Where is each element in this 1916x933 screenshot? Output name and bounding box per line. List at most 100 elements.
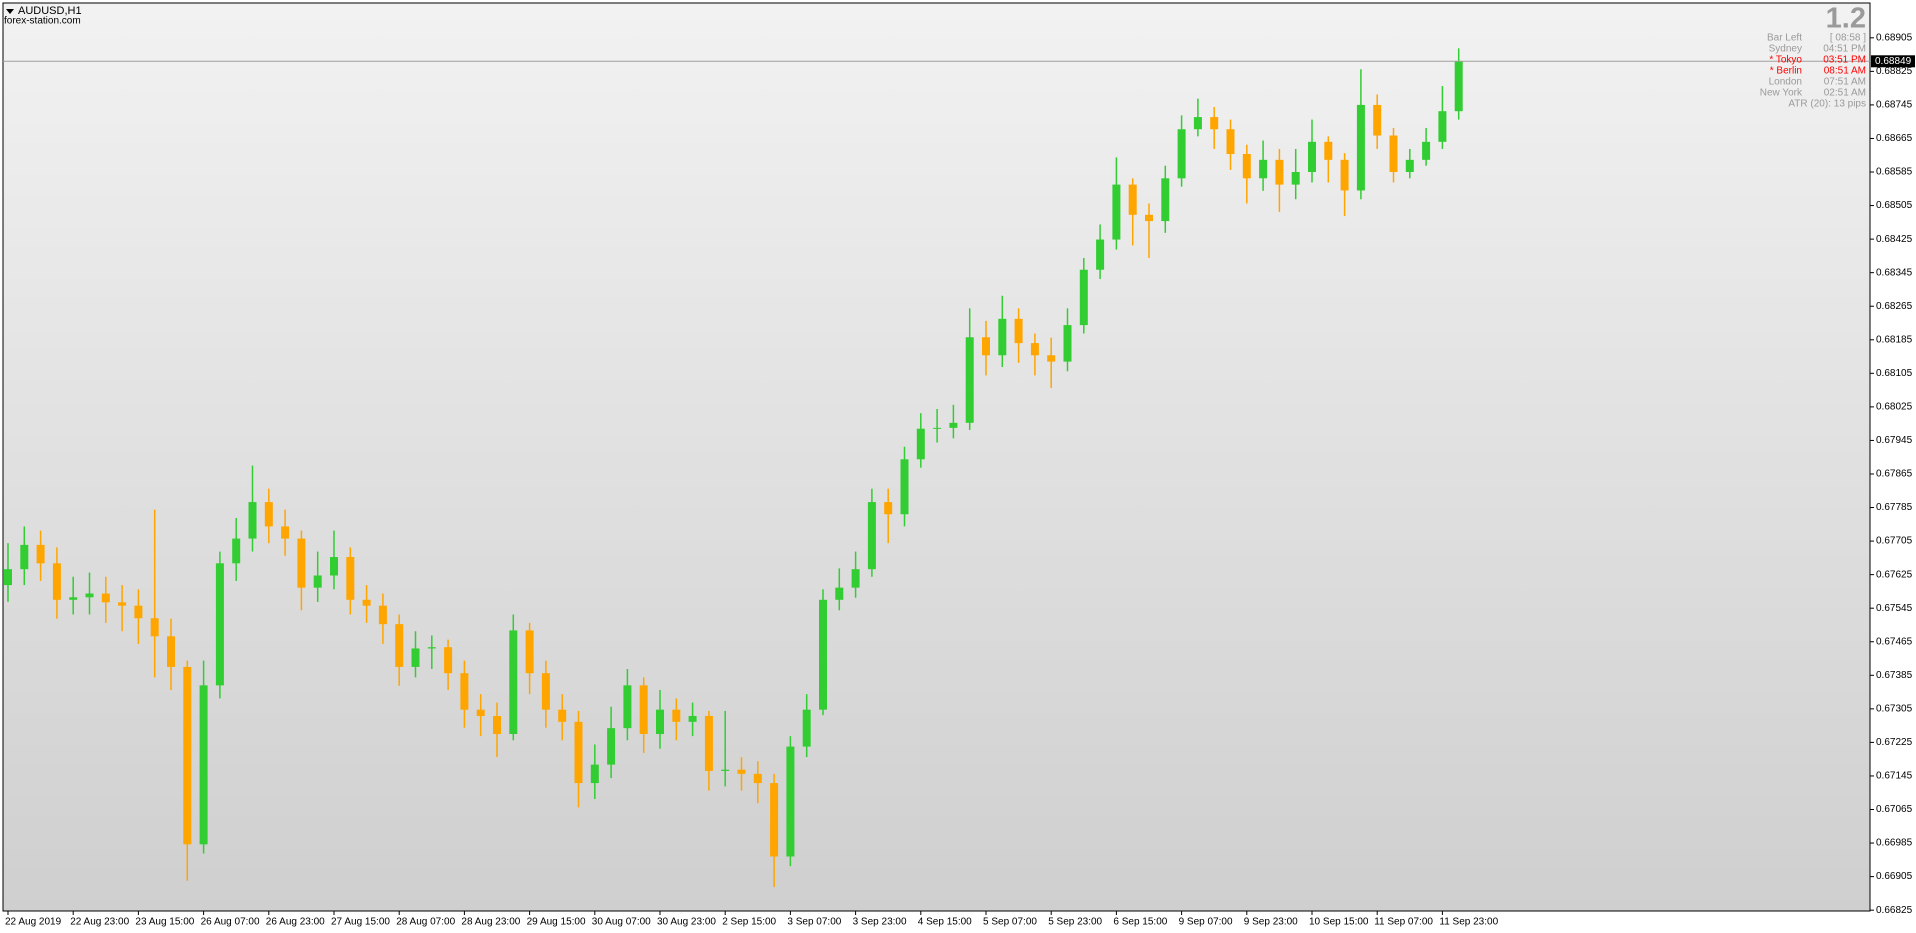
y-tick-label: 0.68505 xyxy=(1876,200,1913,211)
y-tick-label: 0.66825 xyxy=(1876,905,1913,916)
candle-body xyxy=(802,709,811,747)
watermark: forex-station.com xyxy=(4,16,81,27)
candle-body xyxy=(786,746,795,857)
candle-body xyxy=(444,647,453,674)
candle-body xyxy=(20,544,29,570)
candle-body xyxy=(1454,61,1463,112)
candle-body xyxy=(1226,129,1235,154)
y-tick-label: 0.67785 xyxy=(1876,502,1913,513)
candle-body xyxy=(346,557,355,600)
candle-body xyxy=(36,544,45,564)
menu-arrow[interactable] xyxy=(6,9,14,14)
y-tick-label: 0.68745 xyxy=(1876,100,1913,111)
info-label: London xyxy=(1769,77,1802,88)
x-tick-label: 26 Aug 23:00 xyxy=(266,917,325,928)
candle-body xyxy=(590,764,599,784)
y-tick-label: 0.68585 xyxy=(1876,167,1913,178)
candle-body xyxy=(672,709,681,722)
candle-body xyxy=(167,636,175,667)
x-tick-label: 28 Aug 07:00 xyxy=(396,917,455,928)
y-tick-label: 0.68265 xyxy=(1876,301,1913,312)
x-tick-label: 2 Sep 15:00 xyxy=(722,917,776,928)
candle-body xyxy=(656,709,664,735)
info-label: Bar Left xyxy=(1767,33,1802,44)
candle-body xyxy=(1373,104,1382,136)
x-tick-label: 9 Sep 23:00 xyxy=(1244,917,1298,928)
x-tick-label: 30 Aug 07:00 xyxy=(592,917,651,928)
info-value: 04:51 PM xyxy=(1823,44,1866,55)
candle-body xyxy=(1047,355,1056,362)
candle-body xyxy=(623,685,632,729)
candle-body xyxy=(460,673,469,710)
candle-body xyxy=(1210,117,1219,130)
info-label: * Tokyo xyxy=(1769,55,1802,66)
candle-body xyxy=(330,557,338,576)
x-tick-label: 10 Sep 15:00 xyxy=(1309,917,1369,928)
candle-body xyxy=(607,728,616,765)
info-value: 02:51 AM xyxy=(1824,88,1866,99)
candle-body xyxy=(101,593,110,603)
candle-body xyxy=(884,502,893,515)
candle-body xyxy=(1259,159,1268,179)
candle-body xyxy=(281,526,290,539)
candle-body xyxy=(1389,135,1398,173)
candle-body xyxy=(118,602,127,606)
y-tick-label: 0.67865 xyxy=(1876,469,1913,480)
info-value: 07:51 AM xyxy=(1824,77,1866,88)
candle-body xyxy=(753,773,762,784)
candle-body xyxy=(737,769,746,774)
y-tick-label: 0.68905 xyxy=(1876,32,1913,43)
current-price-label: 0.68849 xyxy=(1875,56,1912,67)
x-tick-label: 5 Sep 23:00 xyxy=(1048,917,1102,928)
candle-body xyxy=(1275,159,1284,185)
x-tick-label: 11 Sep 07:00 xyxy=(1374,917,1433,928)
candle-body xyxy=(411,648,420,667)
x-tick-label: 5 Sep 07:00 xyxy=(983,917,1037,928)
candle-body xyxy=(493,715,501,735)
candle-body xyxy=(1079,269,1088,326)
x-tick-label: 22 Aug 23:00 xyxy=(70,917,129,928)
candle-body xyxy=(1291,172,1300,185)
candle-body xyxy=(982,337,990,356)
y-tick-label: 0.68665 xyxy=(1876,133,1913,144)
candle-body xyxy=(835,587,844,600)
y-tick-label: 0.68345 xyxy=(1876,267,1913,278)
plot-area xyxy=(2,2,1871,912)
candle-body xyxy=(1340,159,1349,191)
candle-body xyxy=(69,597,78,600)
candle-body xyxy=(362,599,371,606)
candle-body xyxy=(1405,159,1414,173)
x-tick-label: 6 Sep 15:00 xyxy=(1113,917,1167,928)
candle-body xyxy=(574,721,583,784)
info-value: 08:51 AM xyxy=(1824,66,1866,77)
x-tick-label: 11 Sep 23:00 xyxy=(1439,917,1498,928)
candle-body xyxy=(52,563,61,600)
x-tick-label: 22 Aug 2019 xyxy=(5,917,62,928)
candle-body xyxy=(1014,318,1023,344)
y-tick-label: 0.67945 xyxy=(1876,435,1913,446)
x-tick-label: 3 Sep 23:00 xyxy=(853,917,907,928)
y-tick-label: 0.68825 xyxy=(1876,66,1913,77)
candle-body xyxy=(1242,153,1251,179)
candle-body xyxy=(900,459,909,515)
candle-body xyxy=(1112,184,1121,240)
x-tick-label: 28 Aug 23:00 xyxy=(461,917,520,928)
candle-body xyxy=(933,427,942,429)
candle-body xyxy=(965,337,974,423)
x-tick-label: 3 Sep 07:00 xyxy=(787,917,841,928)
candle-body xyxy=(232,538,241,564)
y-tick-label: 0.67385 xyxy=(1876,670,1913,681)
candle-body xyxy=(704,715,713,771)
candle-body xyxy=(395,624,404,667)
candle-body xyxy=(770,783,779,857)
y-tick-label: 0.66905 xyxy=(1876,871,1913,882)
y-tick-label: 0.68025 xyxy=(1876,402,1913,413)
candle-body xyxy=(639,685,648,735)
candle-body xyxy=(1145,214,1153,222)
candle-body xyxy=(1193,117,1202,130)
y-tick-label: 0.67705 xyxy=(1876,536,1913,547)
x-tick-label: 23 Aug 15:00 xyxy=(135,917,194,928)
candle-body xyxy=(1096,239,1105,270)
y-tick-label: 0.66985 xyxy=(1876,838,1913,849)
